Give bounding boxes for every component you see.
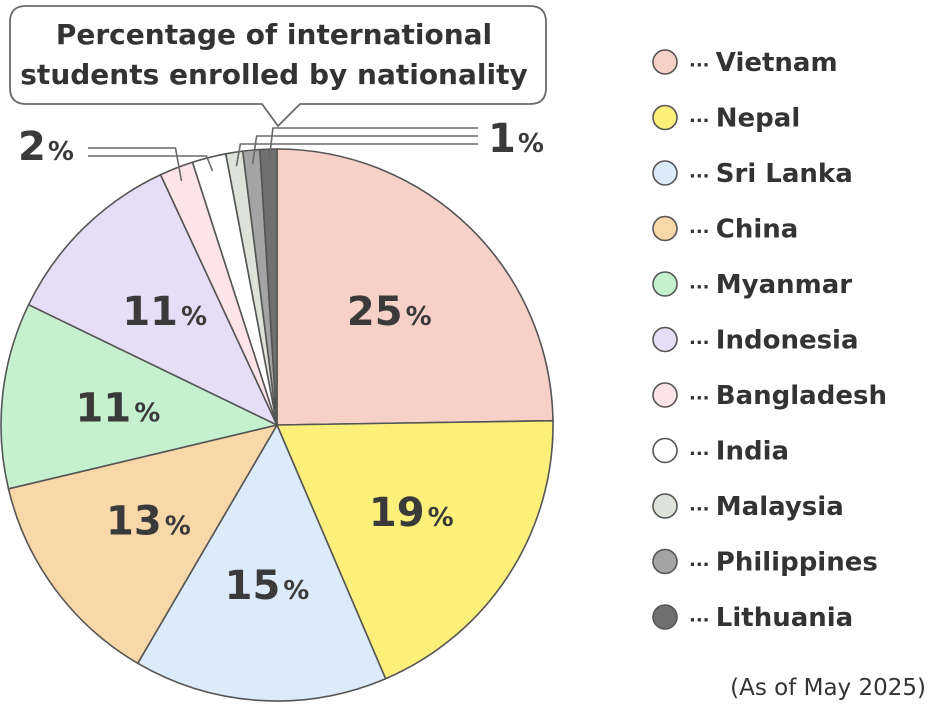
leader-line-malaysia	[235, 143, 478, 167]
chart-title-line-2: students enrolled by nationality	[20, 58, 527, 91]
legend-item-myanmar: ··· Myanmar	[652, 270, 852, 300]
legend-swatch-nepal	[652, 104, 678, 131]
legend-item-indonesia: ··· Indonesia	[652, 326, 859, 356]
legend-item-india: ··· India	[652, 437, 789, 467]
slice-label-china: 13%	[106, 498, 191, 544]
slice-label-vietnam: 25%	[347, 289, 432, 335]
legend-label-vietnam: ··· Vietnam	[689, 48, 838, 78]
legend-item-sri-lanka: ··· Sri Lanka	[652, 159, 853, 189]
legend-swatch-philippines	[652, 548, 678, 575]
legend-label-india: ··· India	[689, 437, 789, 467]
legend-swatch-china	[652, 215, 678, 242]
slice-label-nepal: 19%	[369, 490, 454, 536]
legend-item-nepal: ··· Nepal	[652, 104, 800, 134]
legend-item-philippines: ··· Philippines	[652, 548, 878, 578]
legend-swatch-indonesia	[652, 326, 678, 353]
legend-swatch-lithuania	[652, 604, 678, 630]
callout-label-right: 1%	[488, 116, 544, 162]
title-bubble	[9, 5, 547, 128]
legend-label-china: ··· China	[689, 215, 798, 245]
slice-label-sri-lanka: 15%	[225, 563, 310, 609]
slice-indonesia	[27, 173, 278, 426]
slice-label-myanmar: 11%	[76, 386, 161, 432]
slice-nepal	[276, 419, 554, 680]
legend-item-china: ··· China	[652, 215, 798, 245]
chart-title-line-1: Percentage of international	[56, 18, 492, 51]
legend-swatch-vietnam	[652, 49, 678, 75]
slice-myanmar	[0, 303, 278, 490]
legend-swatch-malaysia	[652, 493, 678, 519]
legend-item-lithuania: ··· Lithuania	[652, 603, 853, 633]
callout-label-left: 2%	[18, 124, 74, 170]
legend: ··· Vietnam ··· Nepal ··· Sri Lanka ··· Chi…	[652, 48, 887, 633]
legend-swatch-myanmar	[652, 271, 678, 297]
legend-label-malaysia: ··· Malaysia	[689, 492, 844, 522]
legend-item-vietnam: ··· Vietnam	[652, 48, 838, 78]
legend-swatch-bangladesh	[652, 382, 678, 408]
small-slice-callouts: 2% 1%	[18, 116, 544, 182]
legend-label-sri-lanka: ··· Sri Lanka	[689, 159, 853, 189]
leader-line-india	[88, 155, 214, 172]
legend-swatch-sri-lanka	[652, 160, 678, 186]
slice-label-indonesia: 11%	[122, 289, 207, 335]
legend-label-myanmar: ··· Myanmar	[689, 270, 852, 300]
title-callout: Percentage of international students enr…	[9, 5, 547, 128]
pie-slices	[0, 148, 554, 702]
legend-label-lithuania: ··· Lithuania	[689, 603, 853, 633]
legend-label-bangladesh: ··· Bangladesh	[689, 381, 887, 411]
slice-lithuania	[259, 148, 278, 426]
slice-sri-lanka	[136, 424, 387, 702]
legend-item-bangladesh: ··· Bangladesh	[652, 381, 887, 411]
legend-label-indonesia: ··· Indonesia	[689, 326, 859, 356]
leader-line-lithuania	[268, 127, 478, 164]
as-of-note: (As of May 2025)	[730, 675, 926, 701]
legend-label-philippines: ··· Philippines	[689, 548, 878, 578]
slice-china	[7, 424, 278, 665]
legend-swatch-india	[652, 437, 678, 464]
legend-item-malaysia: ··· Malaysia	[652, 492, 844, 522]
leader-line-philippines	[251, 135, 478, 165]
slice-vietnam	[276, 148, 554, 426]
slice-labels: 25 % 19 % 15 % 13 % 11 % 11%	[76, 289, 454, 609]
leader-line-bangladesh	[88, 147, 183, 182]
legend-label-nepal: ··· Nepal	[689, 104, 800, 134]
